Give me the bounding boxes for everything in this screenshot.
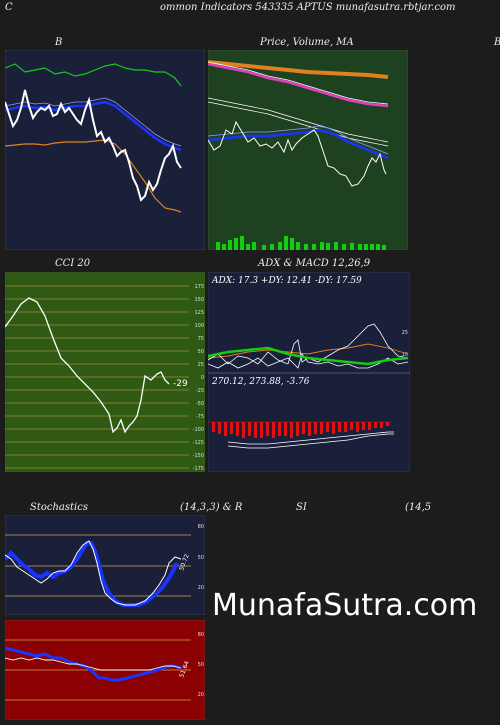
cci-tick: 0 bbox=[201, 375, 204, 381]
cci-value-label: -29 bbox=[173, 379, 188, 389]
rsi-title: SI bbox=[296, 502, 307, 513]
adx-title: ADX & MACD 12,26,9 bbox=[258, 258, 371, 269]
svg-text:25: 25 bbox=[402, 330, 408, 336]
cci-tick: -25 bbox=[196, 388, 204, 394]
rsi-tick: 20 bbox=[198, 692, 204, 698]
stoch-tick: 20 bbox=[198, 585, 204, 591]
cci-tick: 100 bbox=[194, 323, 204, 329]
stochastics-panel: 80 50 20 50.72 bbox=[5, 515, 205, 615]
cci-panel: 175 150 125 100 75 50 25 0 -25 -50 -75 -… bbox=[5, 272, 205, 472]
cci-tick: 25 bbox=[198, 362, 204, 368]
cci-tick: -175 bbox=[193, 466, 204, 472]
cci-tick: -125 bbox=[193, 440, 204, 446]
cci-tick: -50 bbox=[196, 401, 204, 407]
cci-tick: -100 bbox=[193, 427, 204, 433]
right-edge-label: B bbox=[494, 37, 500, 48]
stoch-title: Stochastics bbox=[30, 502, 88, 513]
cci-tick: 50 bbox=[198, 349, 204, 355]
svg-text:10: 10 bbox=[402, 352, 408, 358]
header-title: ommon Indicators 543335 APTUS munafasutr… bbox=[160, 2, 456, 13]
stoch-params: (14,3,3) & R bbox=[180, 502, 243, 513]
adx-readout: ADX: 17.3 +DY: 12.41 -DY: 17.59 bbox=[211, 276, 362, 286]
stoch-tick: 50 bbox=[198, 555, 204, 561]
rsi-tick: 80 bbox=[198, 632, 204, 638]
cci-tick: -75 bbox=[196, 414, 204, 420]
price-title: Price, Volume, MA bbox=[260, 37, 354, 48]
rsi-params: (14,5 bbox=[405, 502, 432, 513]
price-panel bbox=[208, 50, 408, 250]
cci-tick: 150 bbox=[194, 297, 204, 303]
bollinger-panel bbox=[5, 50, 205, 250]
adx-macd-panel: ADX: 17.3 +DY: 12.41 -DY: 17.59 25 10 27… bbox=[208, 272, 410, 472]
rsi-panel: 80 50 20 51.64 bbox=[5, 620, 205, 720]
watermark: MunafaSutra.com bbox=[212, 588, 478, 623]
header-prefix: C bbox=[5, 2, 13, 13]
macd-readout: 270.12, 273.88, -3.76 bbox=[211, 377, 310, 387]
cci-title: CCI 20 bbox=[55, 258, 91, 269]
cci-tick: 175 bbox=[194, 284, 204, 290]
cci-tick: -150 bbox=[193, 453, 204, 459]
bb-title: B bbox=[55, 37, 63, 48]
cci-tick: 75 bbox=[198, 336, 204, 342]
stoch-tick: 80 bbox=[198, 524, 204, 530]
cci-tick: 125 bbox=[194, 310, 204, 316]
rsi-tick: 50 bbox=[198, 662, 204, 668]
